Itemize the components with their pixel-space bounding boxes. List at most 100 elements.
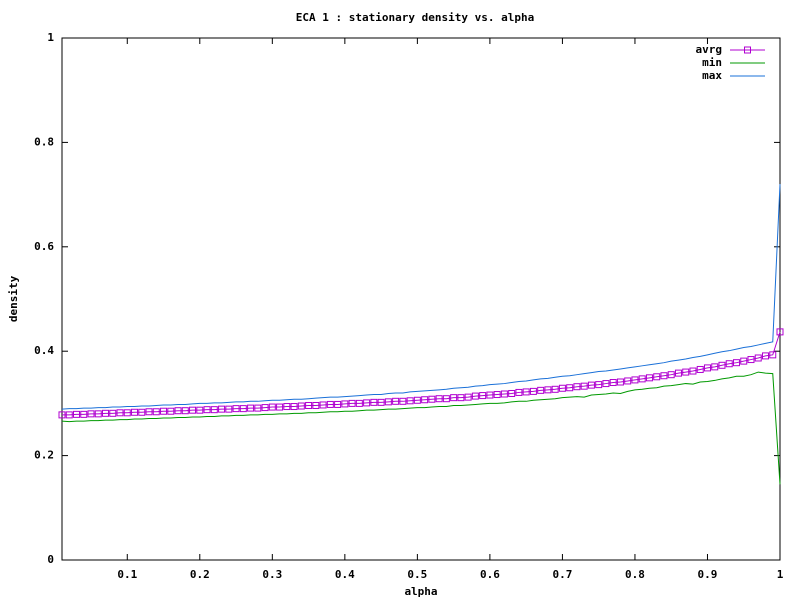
point-marker [587,381,595,389]
point-marker [80,410,88,418]
point-marker [138,408,146,416]
point-marker [174,407,182,415]
point-marker [653,373,661,381]
point-marker [160,407,168,415]
point-marker [508,389,516,397]
point-marker [65,411,73,419]
point-marker [696,365,704,373]
point-marker [457,394,465,402]
point-marker [210,406,218,414]
point-marker [732,359,740,367]
point-marker [406,397,414,405]
point-marker [58,411,66,419]
point-marker [544,386,552,394]
point-marker [261,404,269,412]
point-marker [102,409,110,417]
point-marker [674,369,682,377]
x-tick-label: 0.7 [552,568,572,581]
point-marker [73,410,81,418]
point-marker [667,371,675,379]
point-marker [421,396,429,404]
point-marker [689,367,697,375]
point-marker [203,406,211,414]
point-marker [442,395,450,403]
x-tick-label: 0.6 [480,568,500,581]
point-marker [500,390,508,398]
legend-label: avrg [696,43,723,56]
point-marker [94,410,102,418]
point-marker [268,403,276,411]
point-marker [711,363,719,371]
legend-label: min [702,56,722,69]
series-line [61,371,781,485]
point-marker [218,405,226,413]
point-marker [377,398,385,406]
point-marker [761,352,769,360]
point-marker [109,409,117,417]
point-marker [479,392,487,400]
point-marker [486,391,494,399]
point-marker [580,382,588,390]
point-marker [232,405,240,413]
point-marker [682,368,690,376]
point-marker [566,384,574,392]
point-marker [276,403,284,411]
point-marker [624,377,632,385]
point-marker [769,351,777,359]
point-marker [537,386,545,394]
point-marker [645,374,653,382]
point-marker [435,395,443,403]
point-marker [370,398,378,406]
point-marker [239,405,247,413]
point-marker [131,408,139,416]
y-tick-label: 0.8 [34,135,54,148]
point-marker [725,360,733,368]
plot-frame [61,37,781,561]
legend-label: max [702,69,722,82]
point-marker [754,354,762,362]
point-marker [638,375,646,383]
point-marker [334,400,342,408]
point-marker [355,399,363,407]
series-line [61,184,781,410]
point-marker [312,401,320,409]
point-marker [87,410,95,418]
point-marker [392,397,400,405]
point-marker [290,403,298,411]
point-marker [718,361,726,369]
point-marker [551,385,559,393]
point-marker [616,378,624,386]
y-tick-label: 0.6 [34,240,54,253]
point-marker [471,392,479,400]
point-marker [413,396,421,404]
point-marker [529,387,537,395]
y-tick-label: 0.4 [34,344,54,357]
point-marker [493,391,501,399]
point-marker [609,379,617,387]
point-marker [297,402,305,410]
x-tick-label: 0.5 [407,568,427,581]
y-tick-label: 1 [47,31,54,44]
point-marker [464,393,472,401]
point-marker [660,372,668,380]
point-marker [181,407,189,415]
x-tick-label: 0.8 [625,568,645,581]
point-marker [595,381,603,389]
point-marker [319,401,327,409]
x-tick-label: 0.9 [698,568,718,581]
point-marker [428,395,436,403]
point-marker [348,399,356,407]
point-marker [747,356,755,364]
point-marker [363,399,371,407]
point-marker [522,388,530,396]
point-marker [152,408,160,416]
point-marker [225,405,233,413]
legend-marker [744,46,751,54]
series-line [62,331,781,416]
y-axis-label: density [7,275,20,322]
point-marker [450,394,458,402]
point-marker [399,397,407,405]
point-marker [305,401,313,409]
point-marker [167,407,175,415]
